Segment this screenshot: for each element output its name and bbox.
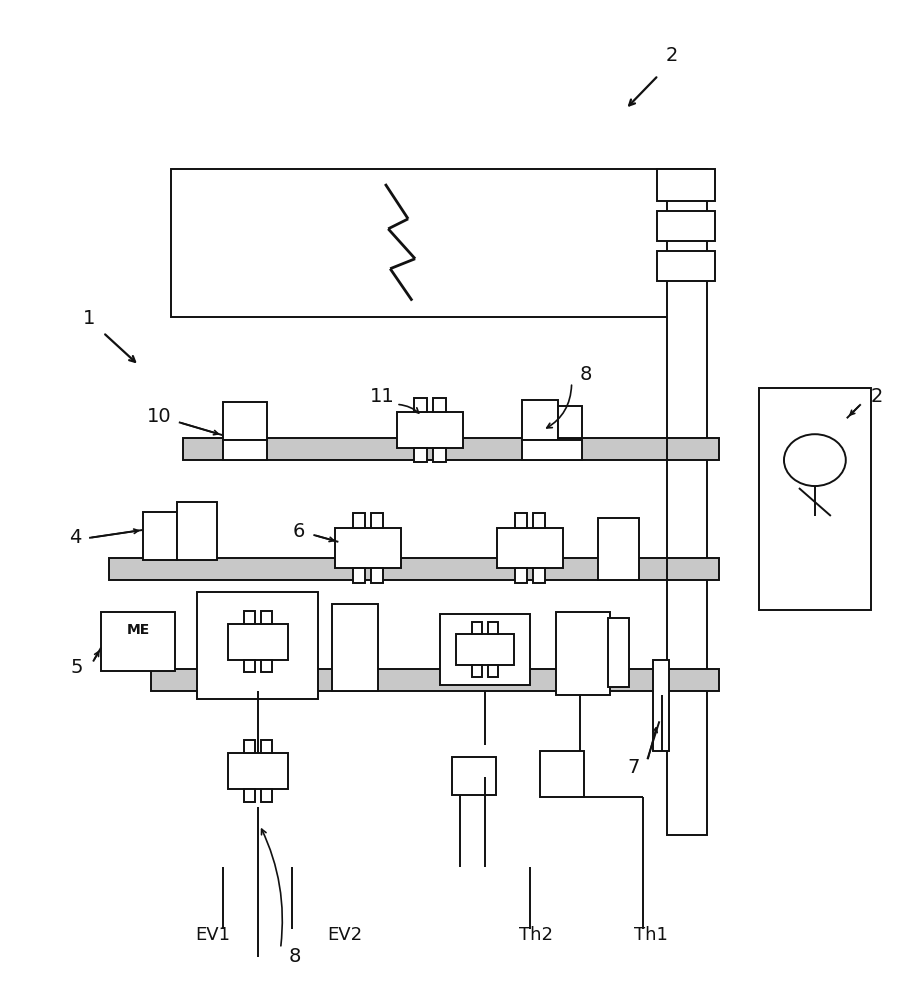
Text: 6: 6 [293, 522, 304, 541]
Bar [452, 757, 496, 795]
Bar [759, 388, 871, 610]
Bar [335, 528, 401, 568]
Bar [488, 665, 498, 677]
Ellipse shape [784, 434, 846, 486]
Text: 5: 5 [71, 658, 83, 677]
Text: 11: 11 [370, 387, 395, 406]
Text: Th1: Th1 [634, 926, 669, 944]
Text: 2: 2 [871, 387, 882, 406]
FancyArrowPatch shape [399, 405, 419, 413]
Bar [440, 614, 530, 685]
Bar [658, 211, 715, 241]
Bar [522, 440, 582, 460]
Bar [414, 398, 427, 412]
Bar [658, 169, 715, 201]
Bar [151, 669, 670, 691]
Bar [433, 398, 446, 412]
Bar [658, 251, 715, 281]
Bar [223, 402, 266, 440]
Bar [177, 502, 217, 560]
Text: EV2: EV2 [327, 926, 361, 944]
Bar [261, 789, 272, 802]
Bar [244, 789, 255, 802]
FancyArrowPatch shape [262, 829, 283, 946]
Bar [515, 513, 526, 528]
Bar [653, 660, 670, 751]
Text: 8: 8 [288, 947, 301, 966]
Bar [608, 618, 630, 687]
Bar [261, 740, 272, 753]
Text: 7: 7 [627, 758, 640, 777]
Bar [598, 518, 640, 580]
Bar [558, 406, 582, 438]
Bar [414, 448, 427, 462]
Bar [353, 513, 365, 528]
Bar [433, 448, 446, 462]
Bar [333, 604, 378, 691]
Bar [261, 660, 272, 672]
Bar [227, 753, 287, 789]
Bar [227, 624, 287, 660]
Bar [668, 669, 719, 691]
Bar [197, 592, 318, 699]
Text: Th2: Th2 [519, 926, 553, 944]
Text: EV1: EV1 [195, 926, 230, 944]
Bar [522, 400, 558, 440]
Text: 1: 1 [83, 309, 95, 328]
Bar [371, 568, 383, 583]
Bar [540, 751, 583, 797]
Bar [397, 412, 463, 448]
Bar [555, 612, 610, 695]
Bar [515, 568, 526, 583]
Bar [109, 558, 670, 580]
Bar [244, 740, 255, 753]
Bar [472, 665, 482, 677]
Bar [472, 622, 482, 634]
Text: 4: 4 [69, 528, 82, 547]
Bar [456, 634, 514, 665]
Text: ME: ME [126, 623, 149, 637]
Bar [143, 512, 177, 560]
Text: 10: 10 [147, 407, 171, 426]
Bar [171, 169, 670, 317]
Bar [244, 660, 255, 672]
Bar [488, 622, 498, 634]
Text: 8: 8 [580, 365, 592, 384]
Bar [183, 438, 670, 460]
Bar [533, 513, 545, 528]
Bar [496, 528, 563, 568]
Bar [223, 440, 266, 460]
Bar [668, 169, 708, 835]
Text: 2: 2 [665, 46, 678, 65]
Bar [533, 568, 545, 583]
Bar [244, 611, 255, 624]
FancyArrowPatch shape [546, 385, 572, 428]
Bar [668, 558, 719, 580]
Bar [353, 568, 365, 583]
Bar [668, 438, 719, 460]
Bar [101, 612, 175, 671]
Bar [261, 611, 272, 624]
Bar [371, 513, 383, 528]
